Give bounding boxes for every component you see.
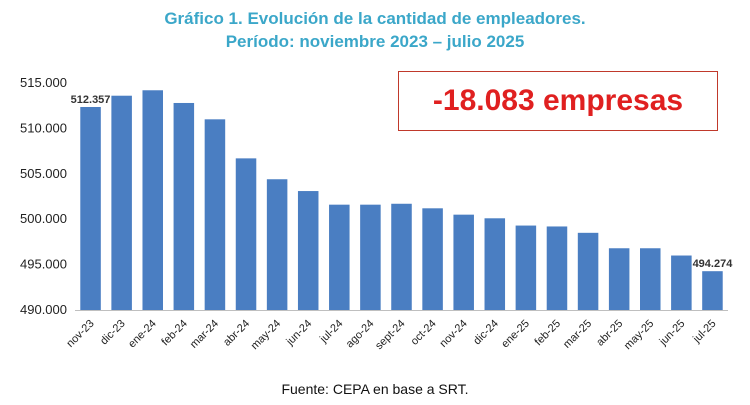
bar-feb-25 [546,226,568,310]
x-tick-label: feb-25 [533,318,564,349]
x-tick-label: oct-24 [409,318,439,348]
bar-jun-24 [297,191,319,310]
x-tick-label: nov-24 [438,318,470,350]
y-tick-label: 515.000 [20,75,67,90]
data-label: 512.357 [71,94,111,106]
x-tick-label: sept-24 [373,318,407,352]
x-tick-label: jul-25 [690,318,718,346]
bar-sept-24 [391,203,412,310]
x-tick-label: jun-25 [657,318,688,349]
bar-ago-24 [360,204,381,310]
x-tick-label: ene-25 [499,318,532,351]
chart-title: Gráfico 1. Evolución de la cantidad de e… [164,9,586,28]
bar-mar-25 [577,232,599,310]
bar-jul-25 [702,271,723,310]
x-tick-label: nov-23 [64,318,96,350]
source-note: Fuente: CEPA en base a SRT. [281,381,469,397]
bar-dic-23 [111,95,132,310]
data-label: 494.274 [693,258,734,270]
bar-feb-24 [173,102,195,310]
callout-box: -18.083 empresas [398,71,718,131]
callout-text: -18.083 empresas [432,84,684,117]
bar-nov-24 [453,214,474,310]
x-tick-label: dic-24 [471,318,501,348]
x-tick-label: may-24 [249,318,283,352]
bar-abr-24 [235,158,257,310]
x-tick-label: mar-25 [561,318,594,351]
bar-nov-23 [80,106,101,310]
y-tick-label: 505.000 [20,166,67,181]
y-tick-label: 500.000 [20,211,67,226]
bar-oct-24 [422,208,443,310]
bar-dic-24 [484,218,506,310]
bar-may-24 [266,179,288,310]
x-tick-label: ago-24 [344,318,377,351]
y-tick-label: 490.000 [20,302,67,317]
chart-subtitle: Período: noviembre 2023 – julio 2025 [225,32,525,51]
bar-abr-25 [608,248,630,310]
bar-may-25 [640,248,661,310]
x-tick-label: jun-24 [284,318,315,349]
y-tick-label: 510.000 [20,120,67,135]
y-tick-label: 495.000 [20,257,67,272]
x-tick-label: may-25 [622,318,656,352]
bar-jun-25 [671,255,692,310]
x-tick-label: abr-24 [221,318,252,349]
bar-mar-24 [204,119,226,310]
bar-ene-24 [142,90,163,310]
bar-ene-25 [515,225,537,310]
x-tick-label: feb-24 [159,318,190,349]
x-tick-label: ene-24 [126,318,159,351]
bar-jul-24 [329,204,350,310]
x-tick-label: mar-24 [188,318,221,351]
x-tick-label: abr-25 [594,318,625,349]
x-tick-label: jul-24 [317,318,345,346]
x-tick-label: dic-23 [98,318,128,348]
